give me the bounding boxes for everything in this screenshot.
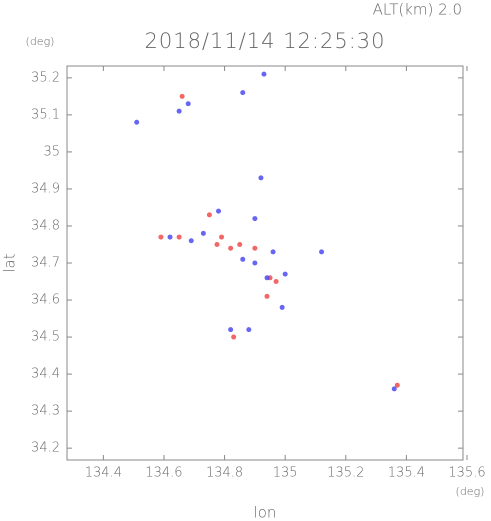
point xyxy=(258,175,264,181)
point xyxy=(282,271,288,277)
y-tick-label: 34.3 xyxy=(31,404,60,419)
point xyxy=(240,90,246,96)
point xyxy=(270,249,276,255)
point xyxy=(264,275,270,281)
point xyxy=(240,256,246,262)
point xyxy=(252,260,258,266)
chart-title: 2018/11/14 12:25:30 xyxy=(144,29,385,53)
point xyxy=(228,327,234,333)
y-tick-label: 34.2 xyxy=(31,441,60,456)
point xyxy=(319,249,325,255)
point xyxy=(200,230,206,236)
x-axis-label: lon xyxy=(254,504,277,521)
point xyxy=(179,93,185,99)
point xyxy=(252,245,258,251)
x-tick-label: 134.6 xyxy=(145,466,182,481)
x-tick-label: 134.8 xyxy=(206,466,243,481)
y-tick-label: 34.8 xyxy=(31,218,60,233)
point xyxy=(206,212,212,218)
x-unit: (deg) xyxy=(456,485,485,498)
point xyxy=(158,234,164,240)
point xyxy=(219,234,225,240)
y-tick-label: 35.1 xyxy=(31,107,60,122)
point xyxy=(167,234,173,240)
point xyxy=(176,234,182,240)
point xyxy=(261,71,267,77)
point xyxy=(214,241,220,247)
point xyxy=(231,334,237,340)
point xyxy=(134,119,140,125)
y-tick-label: 34.5 xyxy=(31,330,60,345)
y-tick-label: 34.9 xyxy=(31,181,60,196)
point xyxy=(228,245,234,251)
point xyxy=(246,327,252,333)
point xyxy=(176,108,182,114)
y-tick-label: 35.2 xyxy=(31,70,60,85)
y-tick-label: 35 xyxy=(43,144,60,159)
y-unit: (deg) xyxy=(26,35,55,48)
point xyxy=(237,241,243,247)
point xyxy=(252,216,258,222)
y-tick-label: 34.6 xyxy=(31,293,60,308)
point xyxy=(391,386,397,392)
x-tick-label: 135.2 xyxy=(327,466,364,481)
x-tick-label: 134.4 xyxy=(85,466,122,481)
x-tick-label: 135.6 xyxy=(448,466,485,481)
y-tick-label: 34.7 xyxy=(31,256,60,271)
subtitle: ALT(km) 2.0 xyxy=(373,1,462,19)
point xyxy=(188,238,194,244)
point xyxy=(279,304,285,310)
point xyxy=(394,382,400,388)
point xyxy=(273,279,279,285)
point xyxy=(264,293,270,299)
plot-frame xyxy=(66,65,464,461)
x-tick-label: 135 xyxy=(273,466,298,481)
y-axis-label: lat xyxy=(1,253,19,272)
x-tick-label: 135.4 xyxy=(388,466,425,481)
y-tick-label: 34.4 xyxy=(31,367,60,382)
point xyxy=(216,208,222,214)
point xyxy=(185,101,191,107)
